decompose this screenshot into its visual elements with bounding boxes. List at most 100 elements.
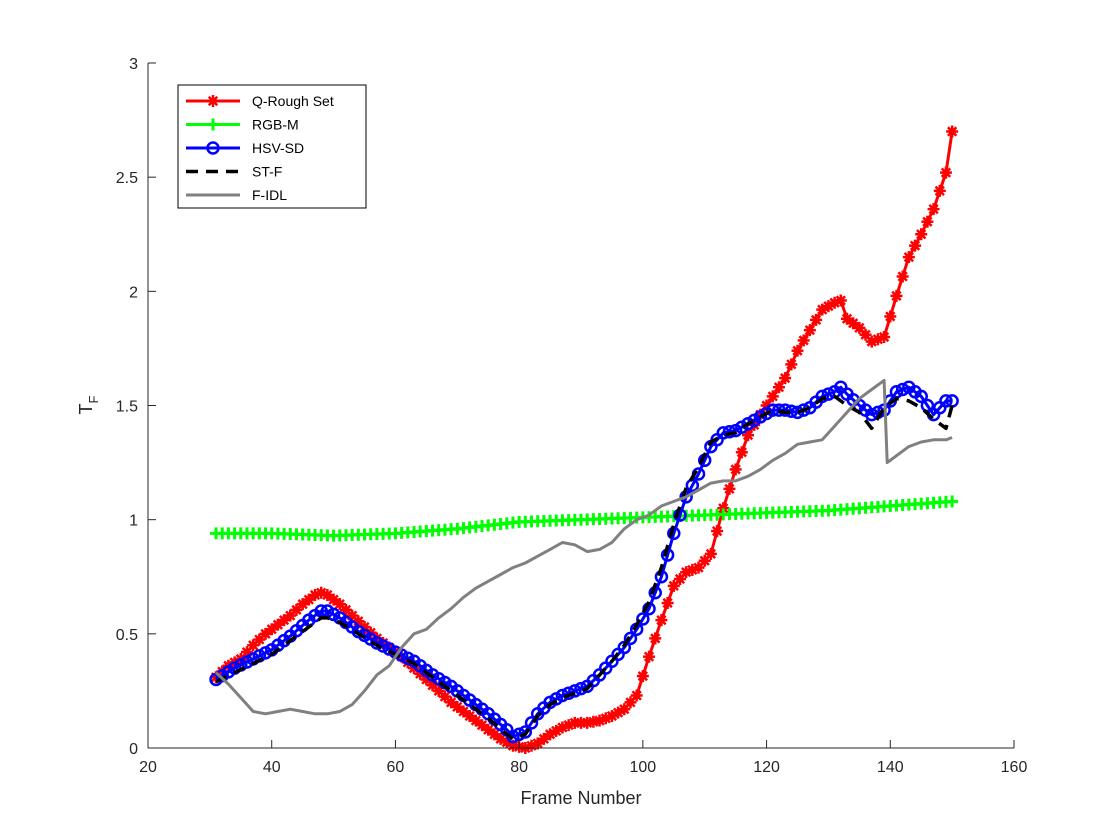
legend-label: F-IDL: [252, 187, 287, 203]
data-point: [766, 403, 780, 417]
data-point: [704, 547, 717, 560]
y-axis-title-main: T: [76, 403, 96, 414]
x-tick-label: 120: [753, 759, 780, 776]
data-point: [623, 631, 638, 646]
data-point: [717, 502, 730, 515]
series-rgb-m: [210, 495, 959, 542]
data-point: [815, 389, 829, 404]
x-axis-title: Frame Number: [520, 788, 641, 808]
data-point: [796, 403, 811, 417]
y-tick-label: 3: [129, 56, 138, 73]
y-axis-title: TF: [76, 395, 101, 414]
data-point: [482, 723, 495, 736]
x-tick-label: 80: [510, 759, 528, 776]
y-tick-label: 1: [129, 513, 138, 530]
data-point: [636, 612, 650, 626]
y-axis-title-subscript: F: [86, 395, 101, 403]
data-point: [791, 344, 804, 357]
legend-item-q-rough-set: Q-Rough Set: [186, 93, 334, 109]
tick-labels: 20 40 60 80 100 120 140 160 0 0.5 1 1.5 2 2.5 3: [116, 56, 1028, 776]
legend-label: HSV-SD: [252, 140, 304, 156]
legend-item-hsv-sd: HSV-SD: [186, 140, 304, 156]
x-tick-label: 20: [139, 759, 157, 776]
x-tick-label: 140: [877, 759, 904, 776]
data-point: [902, 251, 915, 264]
legend-item-f-idl: F-IDL: [186, 187, 287, 203]
data-point: [816, 303, 829, 316]
data-point: [939, 166, 952, 179]
data-point: [772, 403, 786, 417]
data-point: [914, 389, 928, 404]
legend-label: Q-Rough Set: [252, 93, 334, 109]
legend-marker: [207, 118, 219, 131]
data-point: [946, 125, 959, 138]
x-tick-label: 60: [387, 759, 405, 776]
data-point: [890, 289, 903, 302]
data-point: [946, 495, 959, 508]
data-point: [803, 324, 816, 337]
y-tick-label: 0: [129, 741, 138, 758]
data-point: [864, 407, 879, 422]
data-point: [785, 358, 798, 371]
data-point: [878, 331, 891, 343]
data-point: [939, 394, 953, 408]
series-layer: [209, 125, 959, 754]
data-point: [518, 725, 533, 739]
data-point: [933, 184, 946, 197]
data-point: [568, 684, 582, 698]
x-tick-label: 160: [1001, 759, 1028, 776]
series-line-f-idl: [214, 378, 953, 716]
axes: [147, 62, 1015, 749]
data-point: [643, 650, 656, 663]
data-point: [742, 429, 755, 442]
series-line-st-f: [215, 394, 954, 741]
data-point: [921, 215, 934, 228]
data-point: [895, 382, 910, 397]
data-point: [655, 614, 668, 627]
data-point: [661, 597, 674, 610]
data-point: [451, 700, 464, 713]
data-point: [797, 334, 810, 347]
data-point: [909, 239, 922, 252]
y-tick-label: 2: [129, 284, 138, 301]
data-point: [729, 463, 742, 476]
legend-label: ST-F: [252, 164, 282, 180]
data-point: [810, 313, 823, 326]
legend-marker: [207, 95, 219, 107]
data-point: [723, 482, 736, 495]
series-line-hsv-sd: [215, 385, 953, 739]
data-point: [612, 706, 625, 719]
data-point: [649, 632, 662, 645]
data-point: [630, 689, 643, 702]
data-point: [711, 525, 724, 538]
data-point: [240, 646, 253, 659]
legend: Q-Rough Set RGB-M HSV-SD ST-F F-IDL: [177, 84, 367, 209]
data-point: [896, 270, 909, 283]
data-point: [790, 405, 805, 420]
x-tick-label: 40: [263, 759, 281, 776]
data-point: [772, 381, 785, 394]
y-tick-label: 1.5: [116, 399, 138, 416]
legend-item-st-f: ST-F: [186, 164, 282, 180]
data-point: [766, 390, 779, 403]
data-point: [821, 387, 836, 401]
series-st-f: [215, 394, 954, 741]
legend-label: RGB-M: [252, 117, 299, 133]
data-point: [779, 372, 792, 385]
data-point: [636, 670, 649, 683]
data-point: [920, 398, 935, 413]
data-point: [834, 294, 847, 307]
data-point: [618, 703, 631, 716]
data-point: [915, 228, 928, 241]
y-tick-label: 2.5: [116, 170, 138, 187]
data-point: [884, 310, 897, 323]
data-point: [445, 696, 458, 709]
data-point: [692, 561, 705, 574]
legend-marker: [206, 141, 220, 155]
x-tick-label: 100: [630, 759, 657, 776]
data-point: [927, 203, 940, 216]
data-point: [735, 446, 748, 459]
data-point: [321, 589, 334, 602]
y-tick-label: 0.5: [116, 627, 138, 644]
